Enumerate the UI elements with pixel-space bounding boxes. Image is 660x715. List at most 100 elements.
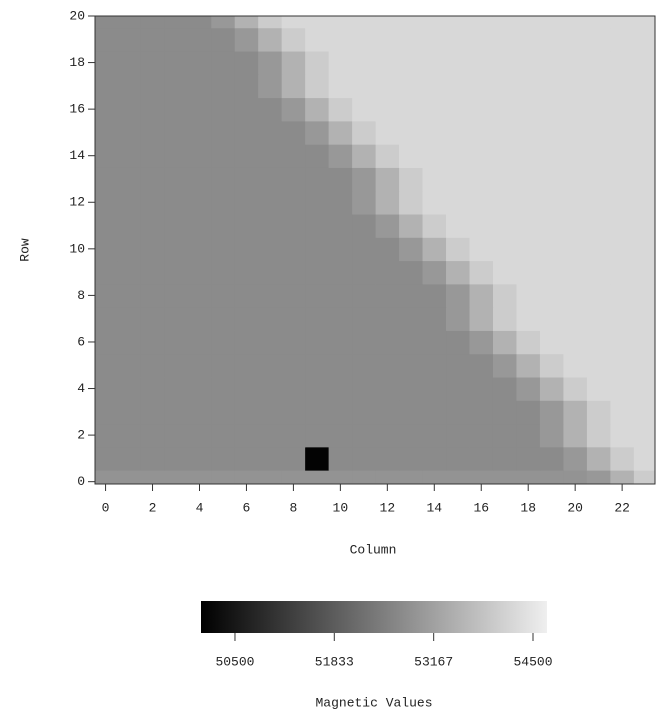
cell — [328, 307, 353, 331]
cell — [305, 423, 330, 448]
cell — [95, 330, 118, 355]
cell — [446, 50, 471, 75]
cell — [140, 97, 165, 122]
cell — [633, 353, 655, 378]
cell — [281, 283, 306, 308]
cell — [399, 167, 424, 192]
cell — [305, 213, 330, 238]
cell — [352, 167, 377, 192]
cell — [258, 353, 283, 378]
cell — [563, 400, 588, 425]
cell — [422, 74, 447, 99]
cell — [117, 16, 142, 29]
y-tick-label: 2 — [77, 428, 85, 443]
cell — [446, 213, 471, 238]
cell — [539, 376, 565, 401]
cell — [492, 27, 518, 52]
cell — [399, 144, 424, 168]
cell — [633, 213, 655, 238]
cell — [187, 446, 212, 471]
x-tick-label: 4 — [196, 500, 204, 515]
cell — [211, 470, 236, 484]
y-tick-label: 18 — [69, 55, 85, 70]
cell — [516, 446, 541, 471]
cell — [211, 144, 236, 168]
cell — [399, 97, 424, 122]
cell — [586, 260, 611, 285]
cell — [422, 446, 447, 471]
x-tick-label: 20 — [567, 500, 583, 515]
cell — [422, 27, 447, 52]
cell — [140, 50, 165, 75]
cell — [95, 74, 118, 99]
cell — [422, 423, 447, 448]
cell — [422, 97, 447, 122]
cell — [375, 97, 400, 122]
cell — [633, 167, 655, 192]
cell — [117, 283, 142, 308]
cell — [469, 470, 494, 484]
cell — [446, 260, 471, 285]
cell — [492, 50, 518, 75]
cell — [187, 144, 212, 168]
cell — [117, 167, 142, 192]
cell — [164, 260, 189, 285]
cell — [352, 307, 377, 331]
cell — [563, 74, 588, 99]
cell — [164, 330, 189, 355]
cell — [610, 470, 635, 484]
cell — [469, 144, 494, 168]
cell — [633, 190, 655, 215]
cell — [328, 213, 353, 238]
cell — [211, 283, 236, 308]
cell — [352, 144, 377, 168]
cell — [399, 376, 424, 401]
cell — [211, 97, 236, 122]
cell — [164, 190, 189, 215]
cell — [375, 283, 400, 308]
cell — [586, 120, 611, 145]
cell — [516, 213, 541, 238]
cell — [140, 283, 165, 308]
cell — [258, 423, 283, 448]
cell — [164, 376, 189, 401]
cell — [563, 16, 588, 29]
cell — [446, 283, 471, 308]
cell — [633, 470, 655, 484]
cell — [539, 307, 565, 331]
cell — [211, 27, 236, 52]
cell — [140, 446, 165, 471]
cell — [117, 120, 142, 145]
cell — [117, 423, 142, 448]
cell — [258, 190, 283, 215]
cell — [352, 120, 377, 145]
colorbar — [201, 601, 547, 633]
cell — [211, 423, 236, 448]
cell — [399, 260, 424, 285]
cell — [586, 50, 611, 75]
cell — [117, 144, 142, 168]
cell — [305, 283, 330, 308]
cell — [305, 120, 330, 145]
cell — [328, 423, 353, 448]
cell — [352, 353, 377, 378]
y-tick-label: 10 — [69, 241, 85, 256]
cell — [352, 50, 377, 75]
cell — [305, 50, 330, 75]
cell — [211, 213, 236, 238]
cell — [516, 74, 541, 99]
cell — [610, 423, 635, 448]
cell — [258, 16, 283, 29]
cell — [586, 283, 611, 308]
cell — [469, 27, 494, 52]
cell — [328, 27, 353, 52]
cell — [469, 376, 494, 401]
cell — [375, 120, 400, 145]
cell — [516, 307, 541, 331]
cell — [258, 213, 283, 238]
cell — [492, 144, 518, 168]
cell — [352, 376, 377, 401]
cell — [328, 400, 353, 425]
cell — [258, 144, 283, 168]
colorbar-tick-label: 51833 — [315, 654, 354, 669]
